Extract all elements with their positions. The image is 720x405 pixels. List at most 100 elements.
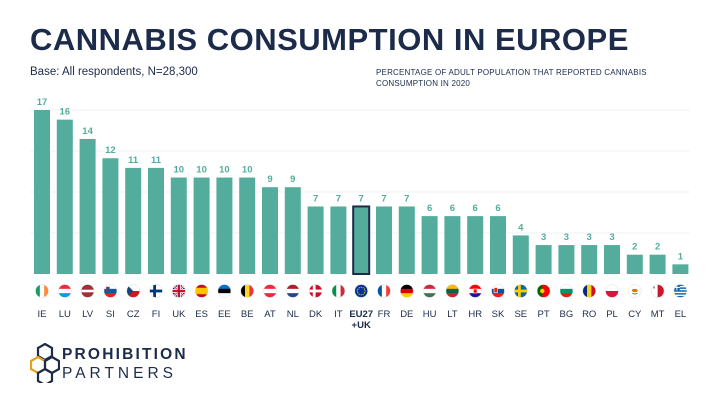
bar [444,216,461,274]
bar [398,206,415,274]
category-label: MT [651,309,665,320]
value-label: 11 [151,155,162,166]
category-label: HU [423,309,437,320]
brand-name-line2: PARTNERS [62,365,177,382]
germany-flag-icon [400,284,414,298]
value-label: 10 [196,165,207,176]
category-label: SI [106,309,115,320]
category-label: NL [287,309,299,320]
value-label: 2 [655,242,660,253]
sweden-flag-icon [514,284,528,298]
category-label: PT [538,309,550,320]
finland-flag-icon [149,284,163,298]
value-label: 3 [541,232,546,243]
value-label: 7 [381,193,386,204]
bar [581,245,598,274]
category-label: EL [675,309,687,320]
value-label: 10 [174,165,185,176]
category-label: FI [152,309,160,320]
bar [170,177,187,274]
category-label: DE [400,309,413,320]
bar [262,187,278,274]
romania-flag-icon [582,284,596,298]
value-label: 6 [450,203,455,214]
value-label: 9 [267,174,272,185]
brand-name-line1: PROHIBITION [62,346,188,363]
category-label: CY [628,309,642,320]
slovenia-flag-icon [103,284,118,298]
chart-title: CANNABIS CONSUMPTION IN EUROPE [30,22,629,57]
bar [34,110,50,274]
value-label: 4 [518,222,524,233]
value-label: 14 [82,126,93,137]
malta-flag-icon [650,284,665,298]
greece-flag-icon [673,284,688,298]
eu-flag-icon [354,284,368,298]
bar [56,119,73,274]
category-label: LT [447,309,458,320]
austria-flag-icon [263,284,277,298]
bar [421,216,438,274]
bar [102,158,119,274]
cyprus-flag-icon [628,284,642,298]
value-label: 6 [427,203,432,214]
category-label: EE [218,309,231,320]
bar [284,187,301,274]
category-label: HR [468,309,482,320]
category-label: EU27 +UK [349,309,373,331]
bar [307,206,324,274]
category-label: LU [59,309,71,320]
category-label: DK [309,309,323,320]
category-label: RO [582,309,596,320]
value-label: 10 [219,165,230,176]
ireland-flag-icon [35,284,49,298]
estonia-flag-icon [217,284,232,298]
bar [79,138,96,274]
spain-flag-icon [194,284,209,298]
bar [512,235,529,274]
value-label: 7 [336,193,341,204]
bar [672,264,689,274]
value-label: 11 [128,155,139,166]
bar [626,254,643,274]
prohibition-partners-logo-icon [30,343,60,383]
value-label: 17 [37,97,48,108]
bar [125,167,142,274]
bar [467,216,484,274]
category-label: AT [264,309,276,320]
luxembourg-flag-icon [58,284,72,298]
value-label: 6 [473,203,478,214]
category-label: CZ [127,309,140,320]
uk-flag-icon [172,284,186,298]
category-label: IT [334,309,343,320]
category-label: LV [82,309,94,320]
chart-note: PERCENTAGE OF ADULT POPULATION THAT REPO… [376,68,647,88]
latvia-flag-icon [80,284,95,298]
value-label: 3 [609,232,614,243]
value-label: 10 [242,165,253,176]
bar-highlighted [352,205,371,275]
value-label: 3 [564,232,569,243]
slovakia-flag-icon [491,284,505,298]
bulgaria-flag-icon [559,284,574,298]
portugal-flag-icon [536,284,551,298]
bar [535,245,552,274]
denmark-flag-icon [308,284,323,298]
bar [604,245,620,274]
value-label: 7 [359,193,364,204]
category-label: IE [38,309,47,320]
brand-name: PROHIBITION PARTNERS [62,346,188,383]
value-label: 7 [313,193,318,204]
bar [239,177,256,274]
netherlands-flag-icon [286,284,300,298]
chart-subtitle: Base: All respondents, N=28,300 [30,66,198,78]
category-label: ES [195,309,208,320]
bar [193,177,210,274]
bar [216,177,233,274]
value-label: 9 [290,174,295,185]
category-label: BG [560,309,574,320]
bar [558,245,575,274]
bar [376,206,392,274]
value-label: 1 [678,251,684,262]
value-label: 12 [105,145,116,156]
